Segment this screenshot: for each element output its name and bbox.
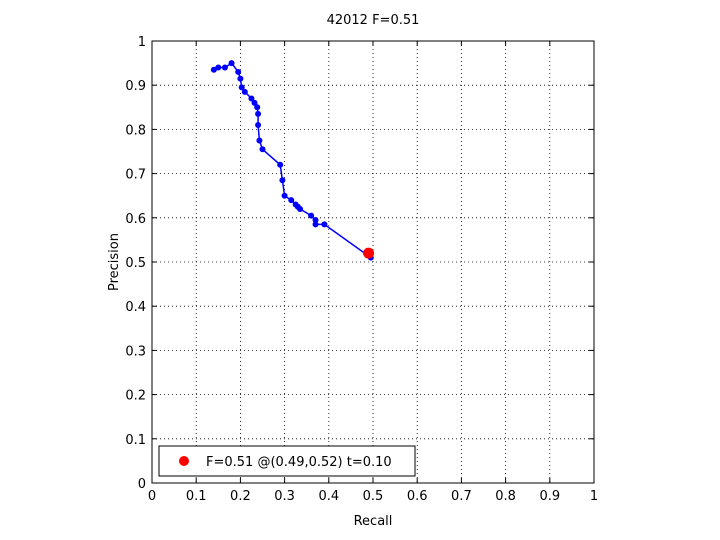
x-tick-label: 0.3 [274, 489, 295, 504]
x-tick-label: 0.7 [451, 489, 472, 504]
pr-curve-point [279, 177, 286, 184]
pr-curve-point [255, 110, 262, 117]
x-tick-label: 0.6 [407, 489, 428, 504]
best-f-point [363, 247, 375, 259]
pr-curve-point [251, 99, 258, 106]
x-tick-label: 0.1 [186, 489, 207, 504]
pr-curve-point [259, 146, 266, 153]
x-axis-label: Recall [354, 514, 393, 529]
y-tick-label: 0.2 [125, 389, 146, 404]
pr-curve-point [308, 212, 315, 219]
x-tick-label: 0.5 [363, 489, 384, 504]
pr-curve-point [210, 66, 217, 73]
y-tick-label: 0.6 [125, 212, 146, 227]
x-tick-label: 0.8 [495, 489, 516, 504]
pr-curve-point [255, 121, 262, 128]
y-tick-label: 0.7 [125, 168, 146, 183]
pr-curve-point [321, 221, 328, 228]
y-axis-label: Precision [107, 233, 122, 291]
x-tick-label: 0.9 [539, 489, 560, 504]
legend-box [158, 445, 416, 477]
pr-curve-point [297, 205, 304, 212]
chart-title: 42012 F=0.51 [327, 13, 420, 28]
pr-curve-point [254, 104, 261, 111]
x-tick-label: 0.2 [230, 489, 251, 504]
y-tick-label: 0.4 [125, 300, 146, 315]
y-tick-label: 0.3 [125, 344, 146, 359]
pr-curve-point [238, 84, 245, 91]
y-tick-label: 0.5 [125, 256, 146, 271]
x-tick-label: 0.4 [318, 489, 339, 504]
pr-curve-point [228, 60, 235, 67]
pr-curve-point [241, 88, 248, 95]
pr-curve-point [312, 217, 319, 224]
pr-curve-point [256, 137, 263, 144]
pr-curve-point [288, 197, 295, 204]
pr-curve-point [277, 161, 284, 168]
pr-curve-point [248, 95, 255, 102]
x-tick-label: 0 [148, 489, 156, 504]
pr-curve-point [215, 64, 222, 71]
pr-curve-point [237, 75, 244, 82]
legend-label: F=0.51 @(0.49,0.52) t=0.10 [206, 455, 392, 470]
legend-marker-best-f [179, 456, 189, 466]
y-tick-label: 0.9 [125, 79, 146, 94]
pr-curve-point [312, 221, 319, 228]
series [210, 60, 375, 261]
y-tick-label: 1 [138, 35, 146, 50]
x-tick-label: 1 [590, 489, 598, 504]
y-tick-label: 0.1 [125, 433, 146, 448]
legend: F=0.51 @(0.49,0.52) t=0.10 [158, 445, 416, 477]
y-tick-label: 0.8 [125, 123, 146, 138]
axis-ticks: 0 0.1 0.2 0.3 0.4 0.5 0.6 0.7 0.8 0.9 1 0 0.1 0.2 0.3 0… [125, 35, 598, 504]
pr-curve-point [221, 64, 228, 71]
pr-curve-point [281, 192, 288, 199]
y-tick-label: 0 [138, 477, 146, 492]
grid [152, 41, 594, 483]
pr-curve-point [235, 68, 242, 75]
pr-curve-line [213, 62, 372, 259]
